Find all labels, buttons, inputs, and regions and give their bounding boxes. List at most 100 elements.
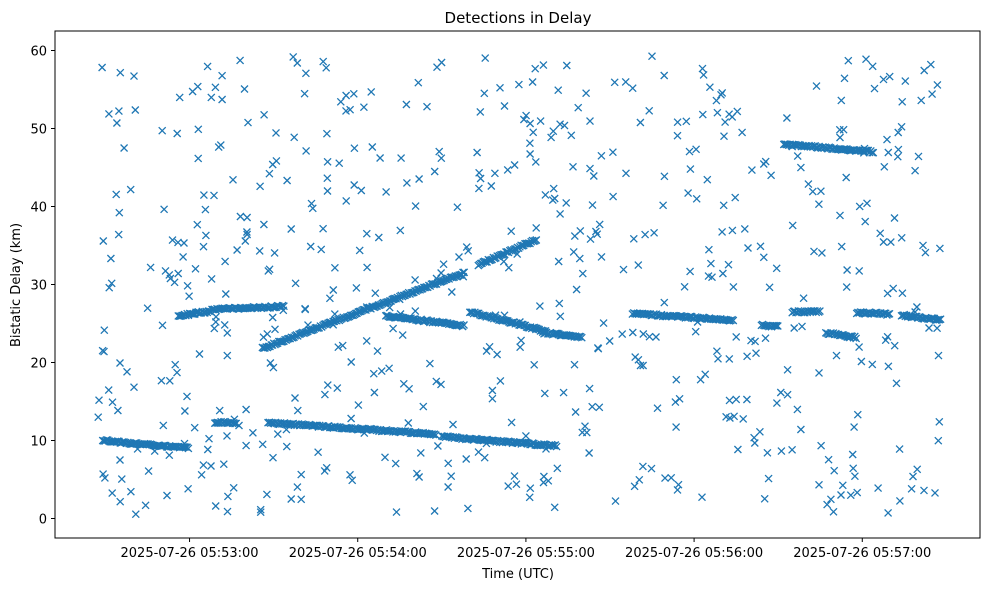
data-point <box>571 408 580 416</box>
data-point <box>159 421 168 430</box>
data-point <box>381 453 389 462</box>
data-point <box>346 470 354 479</box>
data-point <box>804 180 813 189</box>
data-point <box>99 237 108 245</box>
data-point <box>870 84 879 93</box>
data-point <box>120 144 129 152</box>
data-point <box>330 310 339 319</box>
data-point <box>291 394 299 402</box>
data-point <box>519 115 528 124</box>
data-point <box>659 201 668 210</box>
data-point <box>539 61 548 70</box>
data-point <box>729 316 738 325</box>
data-point <box>826 495 835 504</box>
data-point <box>667 473 676 482</box>
data-point <box>874 484 883 493</box>
data-point <box>935 244 944 253</box>
data-point <box>197 470 206 479</box>
data-point <box>853 488 862 497</box>
data-point <box>369 369 378 378</box>
data-point <box>264 266 273 275</box>
data-point <box>868 62 877 71</box>
data-point <box>259 220 268 229</box>
plot-frame <box>54 30 981 539</box>
data-point <box>268 313 277 322</box>
data-point <box>214 419 222 428</box>
data-point <box>788 445 797 454</box>
data-point <box>300 89 309 98</box>
data-point <box>415 175 424 183</box>
data-point <box>123 367 131 376</box>
data-point <box>113 406 122 415</box>
data-point <box>507 418 516 427</box>
data-point <box>94 413 103 422</box>
data-point <box>412 469 421 478</box>
data-point <box>117 475 126 484</box>
data-point <box>100 473 109 482</box>
data-point <box>909 472 917 481</box>
data-point <box>692 194 701 203</box>
data-point <box>433 63 441 72</box>
data-point <box>850 472 859 481</box>
data-point <box>126 185 135 194</box>
data-point <box>925 324 933 332</box>
data-point <box>435 147 444 156</box>
data-point <box>350 181 359 189</box>
data-point <box>911 166 920 175</box>
data-point <box>130 383 138 392</box>
data-point <box>595 403 604 412</box>
data-point <box>432 377 441 386</box>
data-point <box>836 211 844 220</box>
data-point <box>430 167 439 176</box>
data-point <box>698 493 706 502</box>
data-point <box>402 100 411 109</box>
data-point <box>130 72 138 81</box>
data-point <box>553 464 562 473</box>
data-point <box>362 229 371 238</box>
data-point <box>414 78 423 87</box>
data-point <box>290 133 299 142</box>
data-point <box>555 299 564 308</box>
data-point <box>842 283 851 292</box>
data-point <box>165 376 174 385</box>
data-point <box>718 88 727 97</box>
data-point <box>719 201 728 210</box>
data-point <box>917 96 926 105</box>
data-point <box>211 502 220 510</box>
data-point <box>718 227 727 236</box>
data-point <box>830 466 839 475</box>
data-point <box>876 229 885 238</box>
data-point <box>323 174 332 183</box>
data-point <box>588 201 597 210</box>
data-point <box>852 334 861 343</box>
data-point <box>517 336 526 345</box>
data-point <box>211 83 220 92</box>
data-point <box>799 294 808 303</box>
data-point <box>473 148 482 157</box>
data-point <box>464 246 473 255</box>
data-point <box>559 388 568 397</box>
data-point <box>241 237 250 245</box>
data-point <box>843 266 852 274</box>
data-point <box>645 106 654 115</box>
data-point <box>752 349 760 358</box>
data-point <box>622 169 630 178</box>
data-point <box>243 230 252 239</box>
data-point <box>618 330 627 339</box>
data-point <box>928 90 937 99</box>
data-point <box>317 245 326 254</box>
data-point <box>236 212 245 221</box>
data-point <box>895 496 904 505</box>
data-point <box>550 194 559 203</box>
data-point <box>661 474 669 483</box>
data-point <box>248 428 257 437</box>
data-point <box>256 505 265 514</box>
data-point <box>528 78 537 86</box>
data-point <box>857 357 866 366</box>
data-point <box>636 118 645 127</box>
data-point <box>815 368 823 377</box>
data-point <box>578 269 587 278</box>
data-point <box>503 165 512 174</box>
data-point <box>893 152 902 161</box>
data-point <box>283 176 292 185</box>
